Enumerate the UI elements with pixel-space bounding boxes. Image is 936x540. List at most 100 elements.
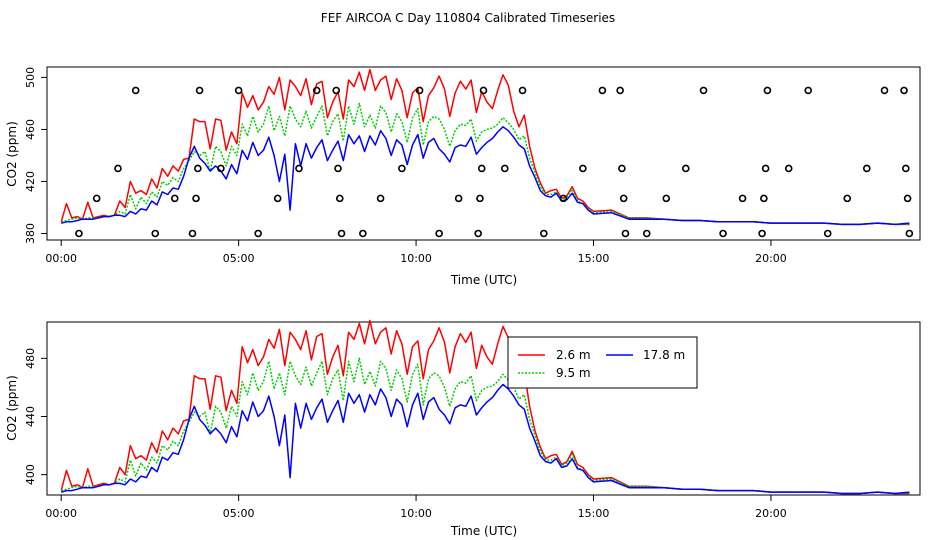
sample-marker	[843, 194, 852, 203]
sample-marker	[880, 86, 889, 95]
sample-marker	[559, 194, 568, 203]
x-tick-label: 20:00	[755, 507, 787, 520]
sample-marker	[738, 194, 747, 203]
x-tick-label: 10:00	[400, 252, 432, 265]
sample-marker	[477, 164, 486, 173]
series-line-s178	[60, 383, 910, 495]
sample-marker	[642, 229, 651, 238]
sample-marker	[337, 229, 346, 238]
sample-marker	[151, 229, 160, 238]
y-axis-label-bottom: CO2 (ppm)	[5, 375, 19, 441]
y-tick-label: 480	[24, 348, 37, 369]
series-line-s26	[60, 68, 910, 226]
y-tick-label: 400	[24, 464, 37, 485]
sample-marker	[784, 164, 793, 173]
x-tick-label: 10:00	[400, 507, 432, 520]
sample-marker	[195, 86, 204, 95]
sample-marker	[234, 86, 243, 95]
sample-marker	[719, 229, 727, 238]
panel-top: Time (UTC) CO2 (ppm) 00:00 05:00 10:00 15:0…	[5, 66, 921, 287]
series-line-s26	[60, 319, 910, 495]
y-tick-label: 420	[24, 171, 37, 192]
sample-marker	[699, 86, 708, 95]
sample-marker	[618, 164, 626, 173]
sample-marker	[192, 194, 200, 203]
sample-marker	[476, 194, 484, 203]
sample-marker	[435, 229, 443, 238]
sample-marker	[760, 194, 768, 203]
legend-label-9-5m: 9.5 m	[556, 366, 591, 380]
x-tick-label: 05:00	[223, 507, 255, 520]
series-line-s95	[61, 102, 910, 226]
sample-marker	[518, 86, 527, 95]
sample-marker	[254, 229, 262, 238]
sample-marker	[75, 229, 83, 238]
sample-marker	[763, 86, 772, 95]
sample-marker	[332, 86, 341, 95]
sample-marker	[598, 86, 607, 95]
sample-marker	[194, 164, 202, 173]
y-axis-label-top: CO2 (ppm)	[5, 121, 19, 187]
sample-marker	[334, 164, 342, 173]
legend: 2.6 m 17.8 m 9.5 m	[507, 336, 698, 389]
sample-marker	[273, 194, 282, 203]
sample-marker	[479, 86, 488, 95]
y-tick-label: 500	[24, 67, 37, 88]
legend-label-2-6m: 2.6 m	[556, 348, 591, 362]
sample-marker	[295, 164, 303, 173]
sample-marker	[616, 86, 624, 95]
sample-marker	[862, 164, 871, 173]
sample-marker	[902, 164, 910, 173]
sample-marker	[621, 229, 630, 238]
plot-frame-top	[46, 66, 921, 241]
x-tick-label: 15:00	[578, 507, 610, 520]
sample-marker	[761, 164, 770, 173]
series-lines-top	[60, 68, 910, 226]
series-line-s178	[61, 126, 910, 226]
y-tick-label: 440	[24, 406, 37, 427]
sample-marker	[92, 194, 101, 203]
sample-marker	[900, 86, 908, 95]
sample-marker	[823, 229, 832, 238]
sample-marker	[359, 229, 367, 238]
sample-marker	[398, 164, 406, 173]
sample-marker	[170, 194, 179, 203]
x-tick-label: 15:00	[578, 252, 610, 265]
series-line-s95	[61, 357, 910, 495]
sample-marker	[376, 194, 385, 203]
legend-box	[507, 336, 698, 389]
sample-marker	[500, 164, 509, 173]
sample-marker	[131, 86, 140, 95]
sample-marker	[619, 194, 628, 203]
panel-bottom: Time (UTC) CO2 (ppm) 00:00 05:00 10:00 15:0…	[5, 319, 921, 538]
sample-marker	[758, 229, 766, 238]
x-tick-label: 00:00	[45, 252, 77, 265]
sample-marker	[335, 194, 344, 203]
sample-marker	[662, 194, 671, 203]
chart-title: FEF AIRCOA C Day 110804 Calibrated Times…	[321, 11, 615, 25]
x-axis-label-bottom: Time (UTC)	[450, 524, 517, 538]
sample-marker	[540, 229, 548, 238]
sample-marker	[415, 86, 424, 95]
sample-marker	[804, 86, 813, 95]
y-tick-label: 380	[24, 223, 37, 244]
sample-marker	[312, 86, 321, 95]
axis-ticks-top: 00:00 05:00 10:00 15:00 20:00 380 420 460 500	[24, 67, 787, 265]
sample-marker	[579, 164, 587, 173]
x-axis-label-top: Time (UTC)	[450, 273, 517, 287]
sample-marker	[903, 194, 912, 203]
plot-frame-bottom	[46, 321, 921, 496]
y-tick-label: 460	[24, 119, 37, 140]
sample-marker	[681, 164, 690, 173]
sample-markers-top	[75, 86, 914, 238]
x-tick-label: 20:00	[755, 252, 787, 265]
sample-marker	[905, 229, 914, 238]
sample-marker	[217, 164, 225, 173]
x-tick-label: 05:00	[223, 252, 255, 265]
x-tick-label: 00:00	[45, 507, 77, 520]
legend-label-17-8m: 17.8 m	[643, 348, 685, 362]
sample-marker	[474, 229, 482, 238]
sample-marker	[188, 229, 197, 238]
series-lines-bottom	[60, 319, 910, 495]
